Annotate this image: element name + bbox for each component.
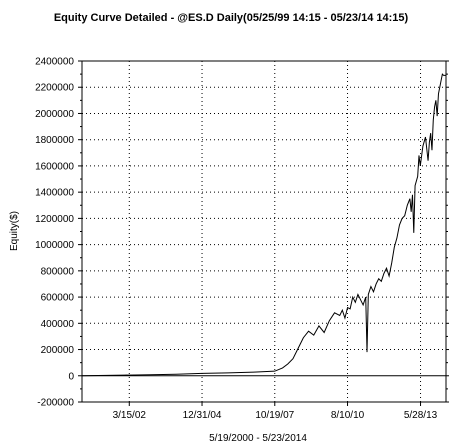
y-axis-label: Equity($) — [9, 211, 20, 251]
y-tick-label: 1000000 — [35, 240, 74, 251]
y-tick-label: 1200000 — [35, 214, 74, 225]
y-tick-label: 600000 — [41, 293, 75, 304]
y-tick-label: 1600000 — [35, 161, 74, 172]
y-tick-label: 400000 — [41, 319, 75, 330]
series-layer — [81, 73, 446, 377]
y-tick-label: 2400000 — [35, 57, 74, 68]
y-tick-label: 800000 — [41, 266, 75, 277]
y-tick-label: 2200000 — [35, 83, 74, 94]
ticks-layer: -200000 0 200000 400000 600000 800000 1000000 1… — [35, 57, 449, 421]
x-tick-label: 10/19/07 — [255, 410, 294, 421]
axes-layer — [81, 60, 447, 403]
y-tick-label: 1800000 — [35, 135, 74, 146]
y-tick-label: -200000 — [37, 398, 74, 409]
x-axis-label: 5/19/2000 - 5/23/2014 — [209, 433, 307, 444]
plot-frame — [81, 60, 447, 403]
x-tick-label: 12/31/04 — [183, 410, 222, 421]
grid-layer — [82, 60, 446, 403]
y-tick-label: 2000000 — [35, 109, 74, 120]
chart-title: Equity Curve Detailed - @ES.D Daily(05/2… — [54, 12, 409, 24]
x-tick-label: 3/15/02 — [113, 410, 147, 421]
y-tick-label: 1400000 — [35, 188, 74, 199]
y-tick-label: 0 — [68, 371, 74, 382]
x-tick-label: 8/10/10 — [331, 410, 365, 421]
x-tick-label: 5/28/13 — [404, 410, 438, 421]
equity-series-line — [81, 73, 446, 377]
y-tick-label: 200000 — [41, 345, 75, 356]
